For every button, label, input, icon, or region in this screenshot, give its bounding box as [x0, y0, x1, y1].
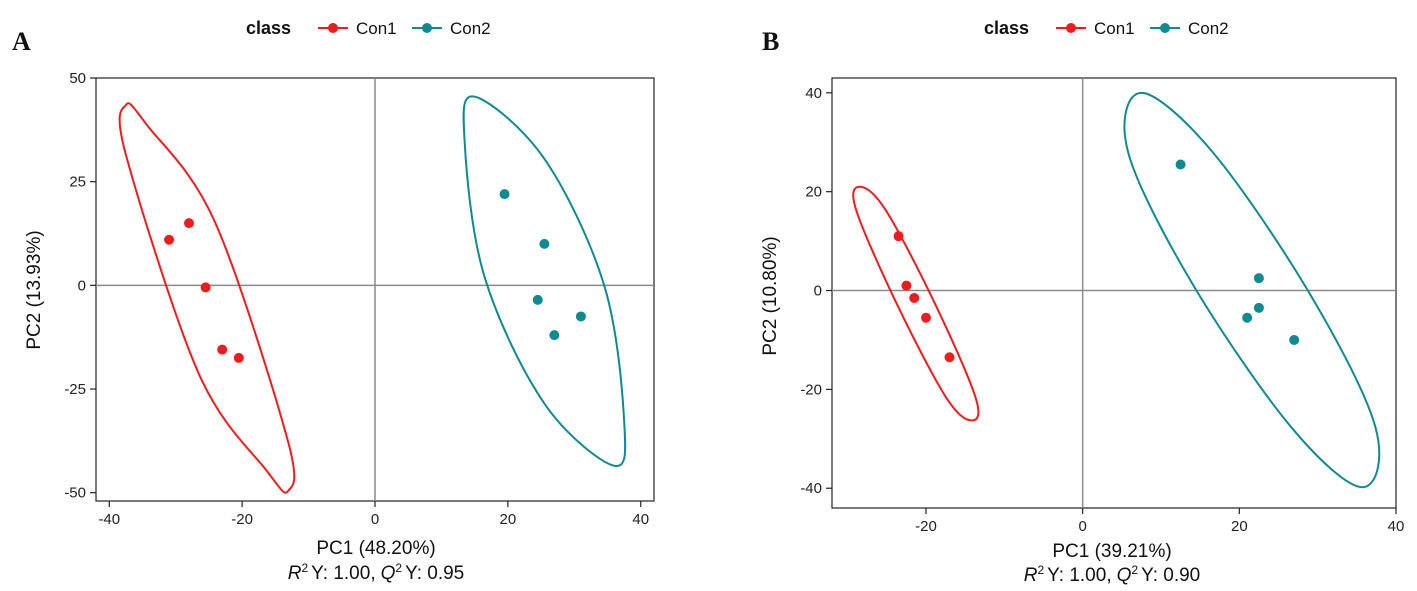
data-points — [893, 159, 1300, 363]
x-ticks: -20 0 20 40 — [915, 508, 1404, 535]
legend-label-con2: Con2 — [1188, 19, 1229, 38]
y-tick-label: -25 — [64, 381, 86, 398]
r2-label: R — [288, 563, 302, 584]
point-con1 — [901, 280, 912, 291]
y-axis-label: PC2 (10.80%) — [760, 236, 781, 355]
point-con1 — [921, 312, 931, 323]
x-tick-label: 20 — [1231, 518, 1248, 535]
point-con2 — [1242, 312, 1253, 323]
legend-marker-con2 — [422, 23, 432, 33]
point-con2 — [499, 189, 510, 200]
y-tick-label: -50 — [64, 485, 86, 502]
x-tick-label: -20 — [915, 518, 937, 535]
panel-a: A class Con1 Con2 50 25 0 -25 -50 -40 -20 0 20 4… — [12, 18, 655, 584]
ellipse-con2 — [462, 95, 627, 467]
y-axis-label: PC2 (13.93%) — [24, 230, 45, 349]
reference-lines — [96, 78, 654, 501]
y-tick-label: -20 — [800, 381, 822, 398]
point-con2 — [532, 294, 543, 305]
y-tick-label: 0 — [814, 283, 822, 300]
y-tick-label: 20 — [805, 184, 822, 201]
legend-title: class — [246, 18, 291, 38]
confidence-ellipses — [118, 95, 627, 494]
ellipse-con1 — [118, 102, 296, 494]
legend-marker-con1 — [1066, 23, 1076, 33]
point-con2 — [539, 238, 550, 249]
x-ticks: -40 -20 0 20 40 — [98, 501, 649, 528]
q2-value: Y: 0.95 — [405, 563, 464, 584]
point-con2 — [575, 311, 586, 322]
confidence-ellipses — [852, 91, 1381, 489]
legend-title: class — [984, 18, 1029, 38]
point-con2 — [1253, 273, 1264, 284]
point-con1 — [233, 352, 244, 363]
legend-marker-con1 — [328, 23, 338, 33]
r2-label: R — [1024, 565, 1038, 586]
point-con1 — [909, 292, 920, 303]
r2-sup: 2 — [1037, 563, 1044, 577]
legend: class Con1 Con2 — [246, 18, 491, 38]
point-con2 — [549, 330, 560, 341]
x-tick-label: 0 — [371, 511, 379, 528]
y-tick-label: 50 — [69, 70, 86, 87]
q2-label: Q — [381, 563, 396, 584]
ellipse-con1 — [852, 185, 980, 422]
q2-value: Y: 0.90 — [1141, 565, 1200, 586]
x-axis-label: PC1 (39.21%) — [1052, 541, 1171, 562]
plot-frame — [831, 77, 1397, 509]
x-axis-label: PC1 (48.20%) — [316, 538, 435, 559]
legend-label-con1: Con1 — [356, 19, 397, 38]
y-tick-label: 0 — [78, 277, 86, 294]
y-ticks: 50 25 0 -25 -50 — [64, 70, 96, 502]
r2-value: Y: 1.00, — [1047, 565, 1111, 586]
point-con2 — [1289, 334, 1300, 345]
r2-q2-stats: R2 Y: 1.00, Q2 Y: 0.95 — [288, 561, 465, 584]
x-tick-label: -20 — [231, 511, 253, 528]
x-tick-label: 40 — [1388, 518, 1405, 535]
q2-sup: 2 — [1131, 563, 1138, 577]
panel-b: B class Con1 Con2 40 20 0 -20 -40 -20 0 20 40 P… — [760, 18, 1404, 586]
legend-label-con2: Con2 — [450, 19, 491, 38]
reference-lines — [832, 78, 1396, 508]
point-con1 — [200, 282, 211, 293]
legend-marker-con2 — [1160, 23, 1170, 33]
r2-sup: 2 — [301, 561, 308, 575]
legend-label-con1: Con1 — [1094, 19, 1135, 38]
y-ticks: 40 20 0 -20 -40 — [800, 85, 832, 497]
x-tick-label: 40 — [632, 511, 649, 528]
q2-sup: 2 — [395, 561, 402, 575]
r2-q2-stats: R2 Y: 1.00, Q2 Y: 0.90 — [1024, 563, 1201, 586]
point-con1 — [944, 352, 955, 363]
data-points — [164, 189, 586, 363]
x-tick-label: 20 — [500, 511, 517, 528]
y-tick-label: -40 — [800, 480, 822, 497]
x-tick-label: 0 — [1078, 518, 1086, 535]
point-con1 — [184, 218, 194, 229]
x-tick-label: -40 — [98, 511, 120, 528]
point-con2 — [1175, 159, 1186, 170]
r2-value: Y: 1.00, — [311, 563, 375, 584]
point-con1 — [164, 234, 175, 245]
point-con1 — [217, 344, 228, 355]
q2-label: Q — [1117, 565, 1132, 586]
panel-label: A — [12, 27, 31, 56]
panel-label: B — [762, 27, 779, 56]
legend: class Con1 Con2 — [984, 18, 1229, 38]
ellipse-con2 — [1123, 91, 1381, 489]
point-con2 — [1253, 302, 1264, 313]
y-tick-label: 40 — [805, 85, 822, 102]
y-tick-label: 25 — [69, 174, 86, 191]
point-con1 — [893, 231, 904, 242]
